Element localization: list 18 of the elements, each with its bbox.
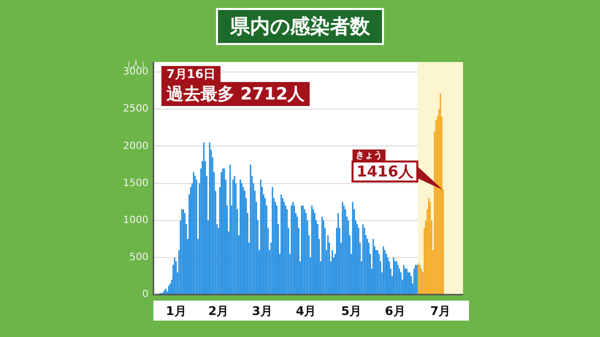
y-tick-label: 0	[142, 289, 148, 300]
annotation: きょう	[356, 150, 383, 161]
x-tick-label: 2月	[208, 304, 229, 318]
x-tick-label: 7月	[430, 304, 451, 318]
y-tick-label: 2500	[122, 104, 148, 115]
y-tick-label: 1500	[122, 178, 148, 189]
y-tick-label: 500	[129, 252, 148, 264]
annotation: 1416人	[356, 162, 414, 180]
x-tick-label: 3月	[252, 304, 272, 318]
annotation: 7月16日	[166, 67, 216, 82]
x-tick-label: 1月	[166, 304, 186, 318]
x-tick-label: 5月	[341, 304, 362, 318]
y-tick-label: 1000	[122, 214, 148, 226]
x-tick-label: 6月	[384, 304, 406, 318]
chart-title: 県内の感染者数	[216, 8, 384, 45]
annotation: 過去最多 2712人	[165, 84, 306, 104]
y-tick-label: 2000	[122, 140, 148, 152]
x-tick-label: 4月	[296, 304, 316, 318]
